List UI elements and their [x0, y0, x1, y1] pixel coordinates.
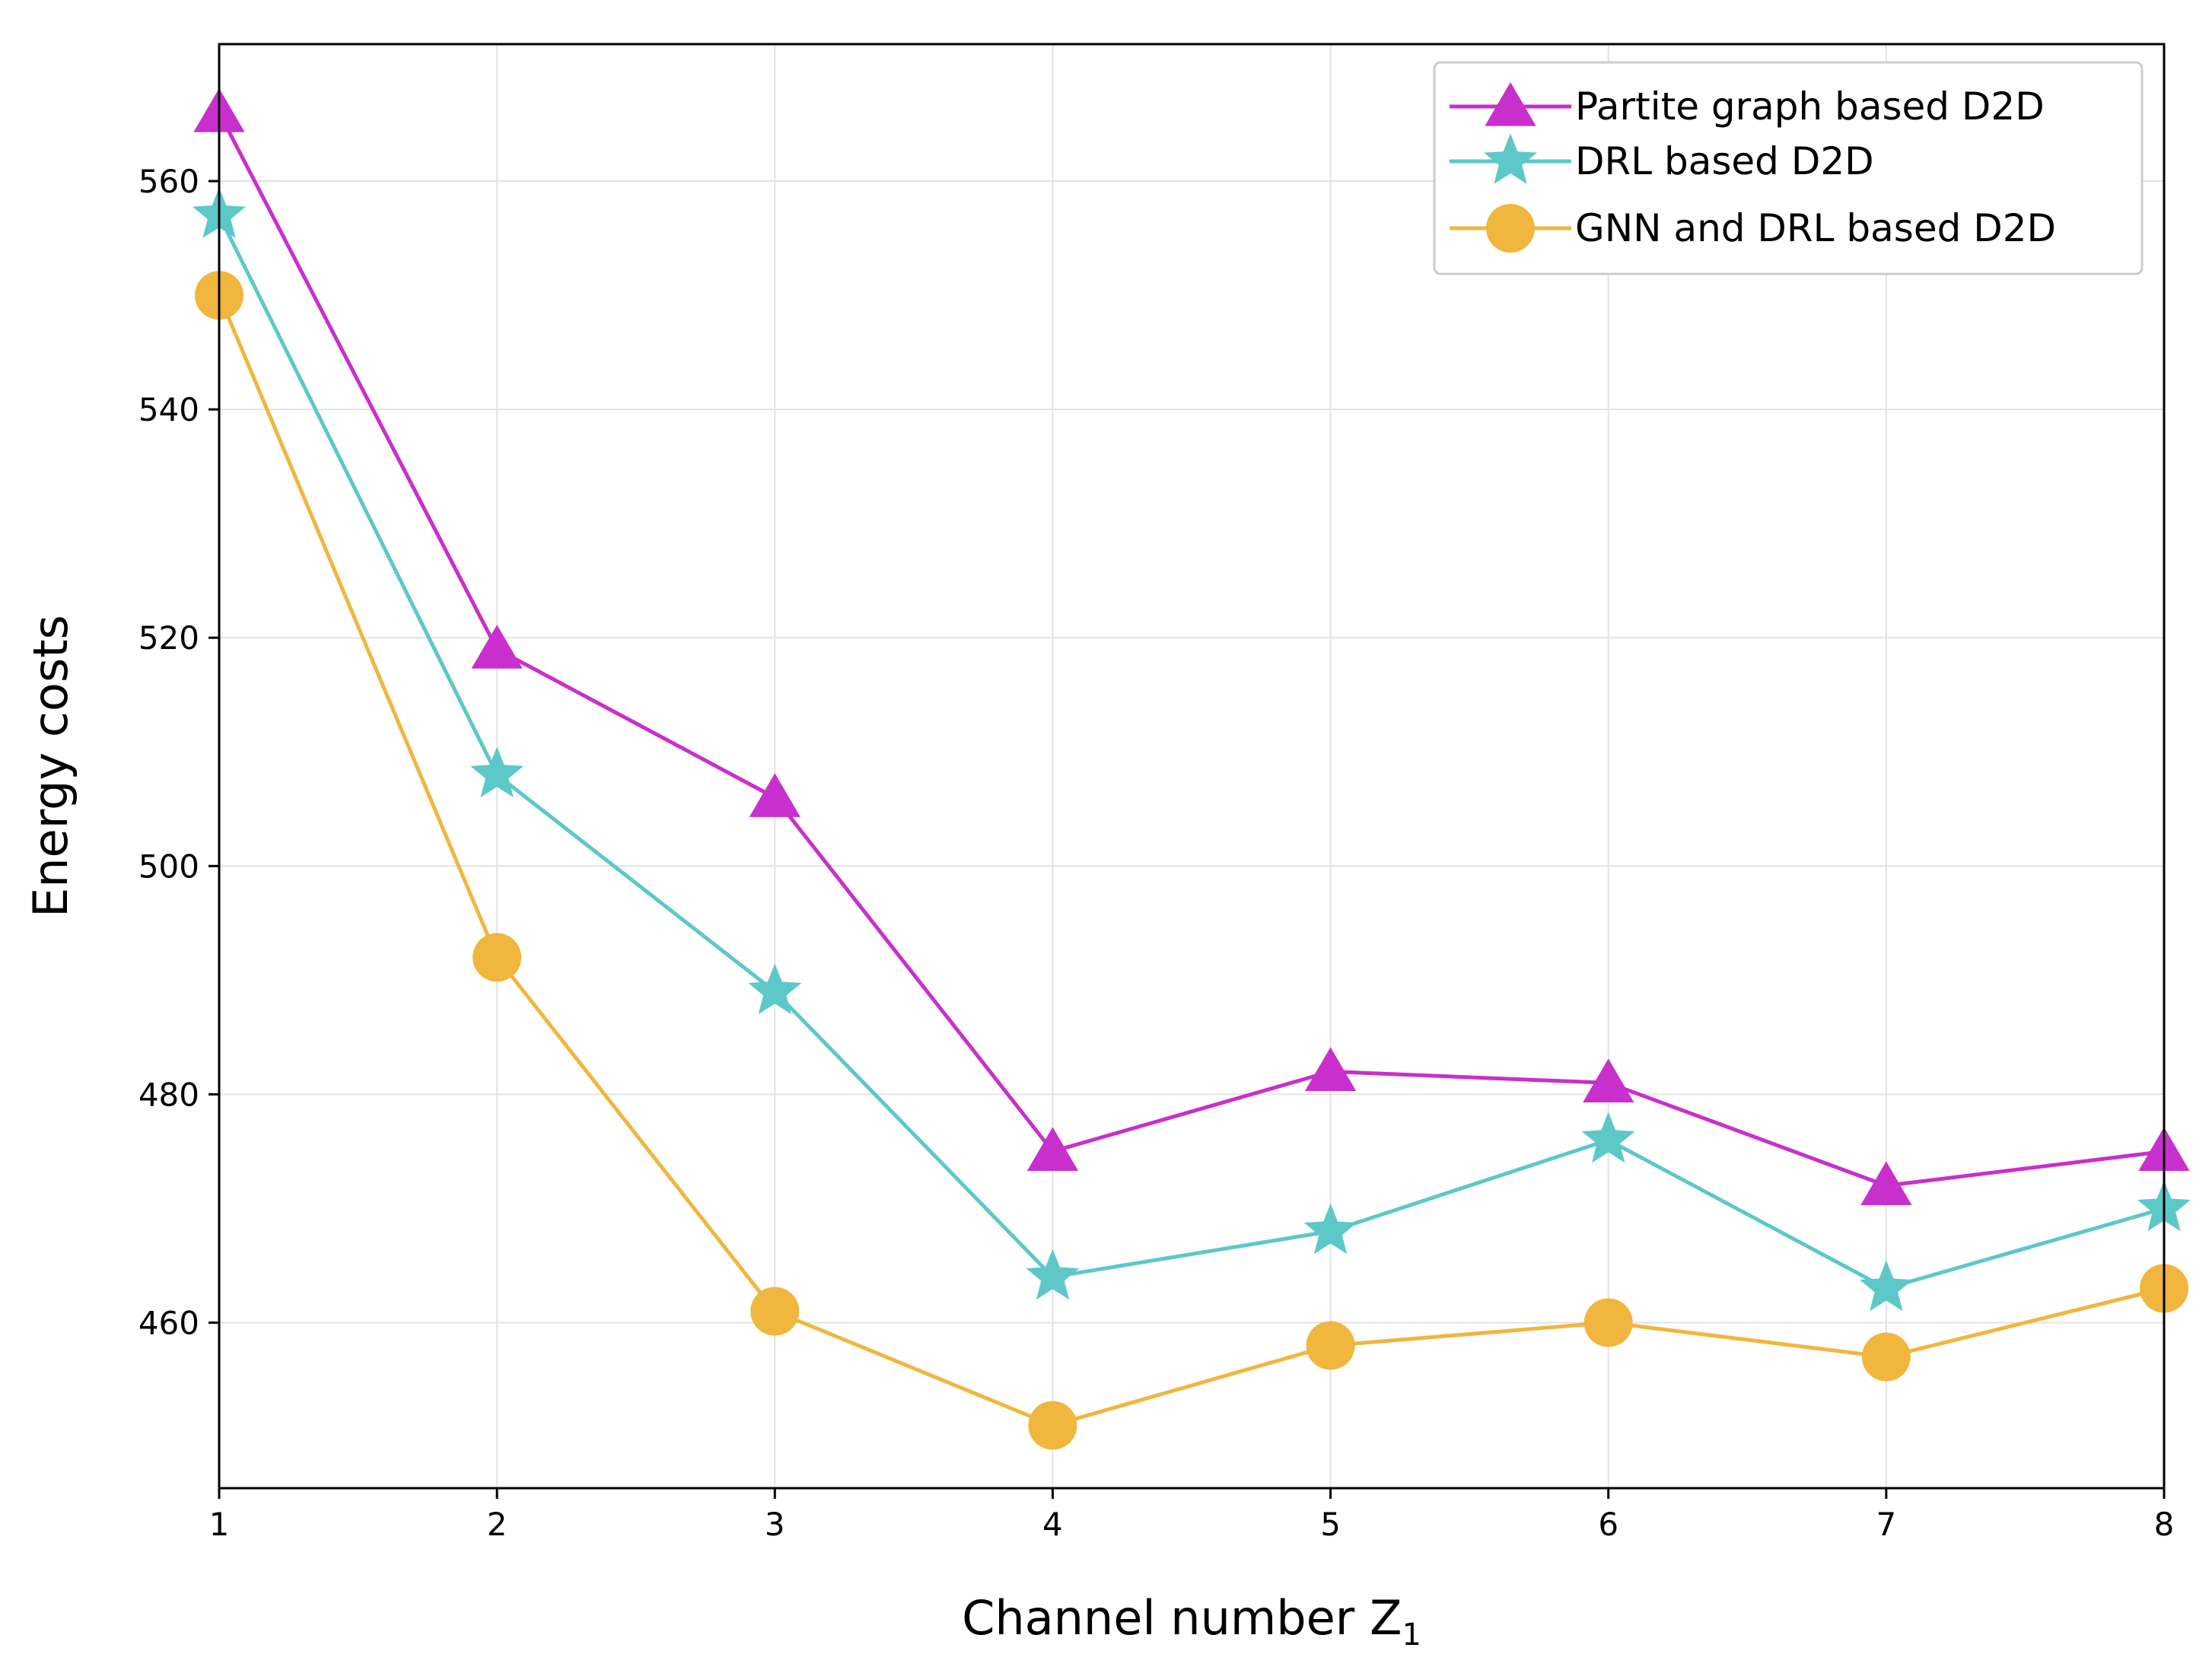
series-line [217, 214, 2165, 1291]
data-point-star [748, 963, 802, 1015]
y-tick-label: 480 [138, 1076, 199, 1113]
legend-entry: Partite graph based D2D [1450, 82, 2045, 129]
x-tick-label: 8 [2154, 1506, 2175, 1543]
legend-entry: GNN and DRL based D2D [1450, 204, 2056, 253]
data-point-circle [1306, 1321, 1355, 1370]
x-axis-label: Channel number Z1 [962, 1590, 1421, 1653]
data-point-circle [473, 933, 522, 982]
legend-box [1433, 61, 2144, 275]
legend-marker-circle [1486, 204, 1535, 253]
data-point-triangle [1026, 1127, 1079, 1171]
y-tick-label: 560 [138, 163, 199, 200]
legend-label: DRL based D2D [1575, 139, 1874, 183]
series-layer [193, 88, 2191, 1450]
data-point-triangle [1583, 1058, 1634, 1102]
data-point-circle [1861, 1332, 1911, 1382]
y-tick-label: 460 [138, 1304, 199, 1341]
x-tick-label: 3 [765, 1506, 785, 1543]
x-tick-label: 6 [1598, 1506, 1618, 1543]
series-star [193, 187, 2191, 1312]
series-triangle [193, 88, 2190, 1205]
legend-marker-star [1484, 133, 1537, 184]
legend-label: Partite graph based D2D [1575, 84, 2045, 129]
data-point-star [1581, 1112, 1635, 1163]
data-point-circle [750, 1287, 800, 1336]
legend: Partite graph based D2D DRL based D2D GNN … [1433, 61, 2144, 275]
legend-entries: Partite graph based D2D DRL based D2D GNN … [1450, 82, 2056, 253]
x-tick-label: 5 [1320, 1506, 1341, 1543]
plot-frame [218, 43, 2166, 1490]
data-point-triangle [749, 773, 800, 817]
legend-marker-triangle [1485, 82, 1536, 126]
data-point-circle [1028, 1401, 1077, 1450]
legend-entry: DRL based D2D [1450, 133, 1874, 184]
data-point-triangle [1860, 1161, 1912, 1205]
y-axis-label: Energy costs [23, 615, 78, 918]
data-point-star [1026, 1249, 1080, 1300]
x-tick-label: 4 [1042, 1506, 1063, 1543]
ticks-layer: 1 2 3 4 5 6 7 8 460 480 500 520 540 560 [138, 163, 2175, 1543]
x-axis-label-main: Channel number Z [962, 1590, 1402, 1646]
y-tick-label: 520 [138, 619, 199, 657]
y-tick-label: 540 [138, 391, 199, 428]
series-circle [195, 271, 2188, 1450]
data-point-triangle [1304, 1047, 1357, 1091]
x-tick-label: 1 [209, 1506, 230, 1543]
x-axis-label-subscript: 1 [1402, 1618, 1421, 1653]
series-line [217, 111, 2165, 1188]
data-point-star [1303, 1203, 1357, 1255]
data-point-star [470, 746, 524, 797]
x-tick-label: 7 [1876, 1506, 1896, 1543]
x-tick-label: 2 [487, 1506, 508, 1543]
series-line [217, 294, 2165, 1428]
legend-label: GNN and DRL based D2D [1575, 206, 2056, 250]
data-point-star [1859, 1260, 1913, 1312]
data-point-triangle [471, 625, 523, 669]
y-tick-label: 500 [138, 848, 199, 885]
data-point-circle [1583, 1298, 1633, 1347]
